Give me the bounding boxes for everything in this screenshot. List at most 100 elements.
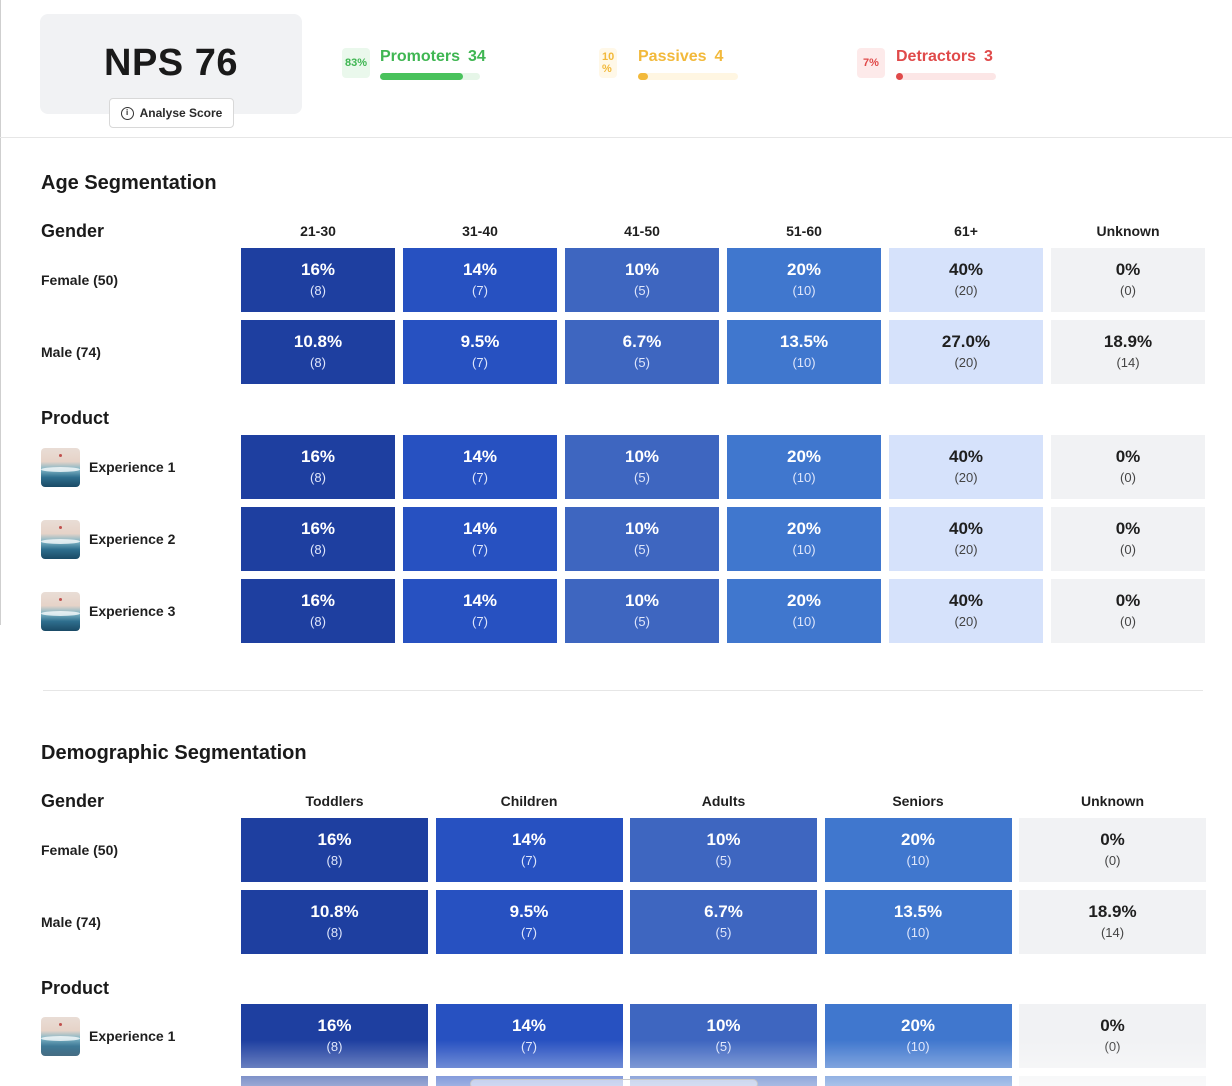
cell-count: (14) — [1116, 355, 1140, 370]
segment-cell[interactable]: 0% (0) — [1051, 507, 1205, 571]
segment-cell[interactable]: 16% (8) — [241, 507, 395, 571]
column-header: 21-30 — [300, 223, 336, 239]
segment-cell[interactable]: 0% (0) — [1019, 1004, 1206, 1068]
row-label-text: Experience 1 — [89, 1028, 176, 1044]
segment-cell[interactable]: 20% (10) — [727, 507, 881, 571]
segment-cell[interactable]: 0% (0) — [1051, 248, 1205, 312]
segment-cell[interactable]: 27.0% (20) — [889, 320, 1043, 384]
segment-cell[interactable]: 16% (8) — [241, 435, 395, 499]
experience-thumbnail — [41, 519, 80, 559]
column-header: 31-40 — [462, 223, 498, 239]
segment-cell[interactable]: 14% (7) — [403, 579, 557, 643]
cell-percent: 0% — [1115, 519, 1141, 538]
column-header: Children — [500, 793, 558, 809]
cell-percent: 13.5% — [893, 902, 943, 921]
segment-cell[interactable]: 40% (20) — [889, 248, 1043, 312]
segment-cell[interactable]: 20% (10) — [727, 248, 881, 312]
segment-cell[interactable] — [1019, 1076, 1206, 1086]
segment-cell[interactable]: 10.8% (8) — [241, 320, 395, 384]
detractors-count: 3 — [984, 48, 993, 65]
cell-count: (10) — [792, 470, 816, 485]
cell-percent: 40% — [948, 519, 984, 538]
row-label: Male (74) — [41, 320, 101, 384]
section-divider — [43, 690, 1203, 691]
segment-cell[interactable]: 10% (5) — [565, 248, 719, 312]
segment-cell[interactable]: 40% (20) — [889, 435, 1043, 499]
segment-cell[interactable]: 10% (5) — [630, 1004, 817, 1068]
segment-cell[interactable]: 9.5% (7) — [403, 320, 557, 384]
segment-cell[interactable]: 13.5% (10) — [727, 320, 881, 384]
segment-cell[interactable]: 14% (7) — [403, 507, 557, 571]
cell-percent: 20% — [786, 447, 822, 466]
segment-cell[interactable]: 20% (10) — [824, 1004, 1012, 1068]
cell-percent: 18.9% — [1103, 332, 1153, 351]
experience-thumbnail — [41, 1016, 80, 1056]
segment-cell[interactable]: 6.7% (5) — [565, 320, 719, 384]
row-label: Experience 2 — [41, 507, 175, 571]
segment-cell[interactable]: 6.7% (5) — [630, 890, 817, 954]
segment-cell[interactable]: 0% (0) — [1019, 818, 1206, 882]
segment-cell[interactable] — [824, 1076, 1012, 1086]
cell-percent: 13.5% — [779, 332, 829, 351]
cell-count: (10) — [906, 853, 930, 868]
left-border — [0, 0, 1, 625]
row-label-text: Female (50) — [41, 842, 119, 858]
segment-cell[interactable]: 18.9% (14) — [1019, 890, 1206, 954]
segment-cell[interactable]: 16% (8) — [241, 818, 428, 882]
segment-cell[interactable]: 10.8% (8) — [241, 890, 428, 954]
segment-cell[interactable]: 10% (5) — [565, 507, 719, 571]
nps-header: NPS 76 i Analyse Score 83% Promoters 34 1… — [0, 0, 1232, 138]
promoters-bar — [380, 73, 480, 80]
age-segmentation-title: Age Segmentation — [41, 172, 217, 194]
cell-count: (0) — [1120, 614, 1136, 629]
scroll-indicator[interactable] — [470, 1079, 758, 1086]
age-product-title: Product — [41, 408, 110, 428]
segment-cell[interactable]: 40% (20) — [889, 579, 1043, 643]
promoters-label: Promoters — [380, 48, 461, 65]
segment-cell[interactable]: 14% (7) — [403, 248, 557, 312]
segment-cell[interactable]: 10% (5) — [565, 579, 719, 643]
column-header: Toddlers — [305, 793, 364, 809]
segment-cell[interactable]: 40% (20) — [889, 507, 1043, 571]
segment-cell[interactable]: 10% (5) — [565, 435, 719, 499]
cell-percent: 10.8% — [293, 332, 343, 351]
cell-percent: 16% — [317, 830, 352, 849]
row-label-text: Male (74) — [41, 914, 101, 930]
segment-cell[interactable]: 13.5% (10) — [824, 890, 1012, 954]
segment-cell[interactable]: 20% (10) — [824, 818, 1012, 882]
segment-cell[interactable]: 14% (7) — [435, 818, 623, 882]
cell-percent: 10% — [624, 591, 660, 610]
experience-thumbnail — [41, 447, 80, 487]
segment-cell[interactable]: 16% (8) — [241, 1004, 428, 1068]
segment-cell[interactable]: 9.5% (7) — [435, 890, 623, 954]
segment-cell[interactable]: 0% (0) — [1051, 435, 1205, 499]
segment-cell[interactable]: 0% (0) — [1051, 579, 1205, 643]
segment-cell[interactable]: 14% (7) — [403, 435, 557, 499]
row-label: Experience 1 — [41, 435, 175, 499]
cell-count: (20) — [954, 614, 978, 629]
column-header: 61+ — [954, 223, 978, 239]
segment-cell[interactable]: 16% (8) — [241, 579, 395, 643]
cell-percent: 16% — [317, 1016, 352, 1035]
cell-percent: 18.9% — [1088, 902, 1137, 921]
cell-percent: 20% — [786, 591, 822, 610]
row-label: Male (74) — [41, 890, 101, 954]
segment-cell[interactable]: 14% (7) — [435, 1004, 623, 1068]
segment-cell[interactable]: 20% (10) — [727, 435, 881, 499]
cell-percent: 10.8% — [310, 902, 359, 921]
cell-count: (5) — [715, 925, 732, 940]
segment-cell[interactable] — [241, 1076, 428, 1086]
passives-count: 4 — [714, 48, 724, 65]
segment-cell[interactable]: 16% (8) — [241, 248, 395, 312]
cell-count: (8) — [310, 542, 326, 557]
cell-count: (8) — [310, 614, 326, 629]
segment-cell[interactable]: 10% (5) — [630, 818, 817, 882]
cell-percent: 14% — [462, 260, 498, 279]
cell-percent: 16% — [300, 591, 336, 610]
analyse-score-button[interactable]: i Analyse Score — [109, 98, 234, 128]
column-header: Unknown — [1096, 223, 1160, 239]
column-header: 41-50 — [624, 223, 660, 239]
segment-cell[interactable]: 20% (10) — [727, 579, 881, 643]
segment-cell[interactable]: 18.9% (14) — [1051, 320, 1205, 384]
nps-score: NPS 76 — [104, 42, 238, 84]
